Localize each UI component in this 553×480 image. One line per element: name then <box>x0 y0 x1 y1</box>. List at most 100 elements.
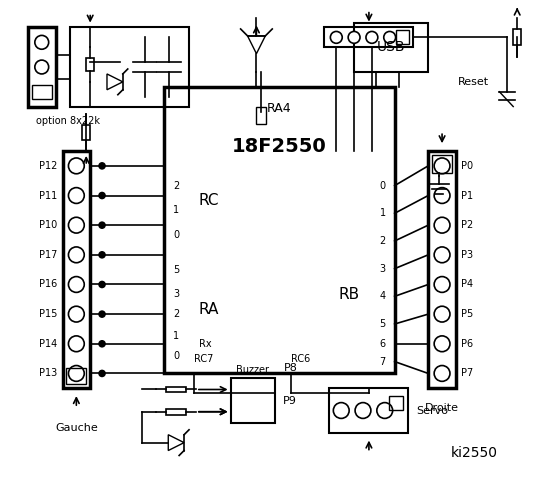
Text: 0: 0 <box>173 351 179 360</box>
Text: P17: P17 <box>39 250 58 260</box>
Text: P4: P4 <box>461 279 473 289</box>
Circle shape <box>99 163 105 169</box>
Circle shape <box>434 366 450 381</box>
Bar <box>166 409 186 415</box>
Text: 7: 7 <box>379 357 386 367</box>
Circle shape <box>69 247 84 263</box>
Bar <box>428 151 456 388</box>
Bar <box>82 125 90 140</box>
Text: P15: P15 <box>39 309 58 319</box>
Circle shape <box>384 32 395 43</box>
Circle shape <box>434 247 450 263</box>
Circle shape <box>330 32 342 43</box>
Text: Gauche: Gauche <box>55 423 98 433</box>
Bar <box>70 27 189 107</box>
Circle shape <box>434 158 450 174</box>
Bar <box>231 378 275 423</box>
Text: P9: P9 <box>283 396 297 406</box>
Bar <box>389 396 403 410</box>
Text: RC: RC <box>199 193 220 208</box>
Text: 3: 3 <box>380 264 386 274</box>
Circle shape <box>366 32 378 43</box>
Circle shape <box>355 403 371 419</box>
Text: P7: P7 <box>461 369 473 378</box>
Text: 2: 2 <box>173 180 179 191</box>
Bar <box>330 388 409 433</box>
Circle shape <box>434 336 450 352</box>
Text: 5: 5 <box>173 264 179 275</box>
Circle shape <box>99 371 105 376</box>
Text: P3: P3 <box>461 250 473 260</box>
Circle shape <box>434 217 450 233</box>
Text: 2: 2 <box>173 309 179 319</box>
Text: Buzzer: Buzzer <box>236 365 269 375</box>
Text: P12: P12 <box>39 161 58 171</box>
Bar <box>513 29 521 45</box>
Text: P2: P2 <box>461 220 473 230</box>
Circle shape <box>434 306 450 322</box>
Circle shape <box>99 341 105 347</box>
Text: 18F2550: 18F2550 <box>232 137 327 156</box>
Circle shape <box>69 158 84 174</box>
Text: 4: 4 <box>380 291 386 301</box>
Circle shape <box>69 217 84 233</box>
Text: P5: P5 <box>461 309 473 319</box>
Text: Rx: Rx <box>199 339 212 349</box>
Circle shape <box>99 281 105 288</box>
Text: Reset: Reset <box>458 77 489 87</box>
Text: P0: P0 <box>461 161 473 171</box>
Circle shape <box>348 32 360 43</box>
Text: 0: 0 <box>173 230 179 240</box>
Text: P6: P6 <box>461 339 473 349</box>
Text: ki2550: ki2550 <box>450 445 497 459</box>
Bar <box>28 27 56 107</box>
Circle shape <box>69 276 84 292</box>
Text: 6: 6 <box>380 339 386 349</box>
Text: RB: RB <box>339 287 360 302</box>
Text: P11: P11 <box>39 191 58 201</box>
Bar <box>432 155 452 173</box>
Text: RC6: RC6 <box>291 354 310 364</box>
Circle shape <box>99 192 105 199</box>
Circle shape <box>69 306 84 322</box>
Text: P13: P13 <box>39 369 58 378</box>
Text: RA4: RA4 <box>267 102 292 115</box>
Text: RC7: RC7 <box>194 354 213 364</box>
Circle shape <box>377 403 393 419</box>
Bar <box>164 87 395 373</box>
Bar <box>86 58 94 72</box>
Text: USB: USB <box>377 40 405 54</box>
Text: 1: 1 <box>173 205 179 216</box>
Text: 1: 1 <box>380 208 386 218</box>
Text: 0: 0 <box>380 180 386 191</box>
Text: P16: P16 <box>39 279 58 289</box>
Text: 5: 5 <box>379 319 386 329</box>
Text: Servo: Servo <box>416 406 448 416</box>
Text: 2: 2 <box>379 236 386 246</box>
Bar <box>354 23 428 72</box>
Circle shape <box>434 188 450 204</box>
Bar <box>32 85 51 99</box>
Bar <box>62 151 90 388</box>
Text: P1: P1 <box>461 191 473 201</box>
Circle shape <box>333 403 349 419</box>
Circle shape <box>99 311 105 317</box>
Text: 3: 3 <box>173 289 179 300</box>
Circle shape <box>35 36 49 49</box>
Bar <box>166 386 186 393</box>
Bar <box>325 27 414 47</box>
Bar <box>66 369 86 384</box>
Text: option 8x22k: option 8x22k <box>36 117 100 126</box>
Circle shape <box>35 60 49 74</box>
Text: P8: P8 <box>284 363 298 373</box>
Text: 1: 1 <box>173 331 179 341</box>
Text: P10: P10 <box>39 220 58 230</box>
Text: Droite: Droite <box>425 403 459 413</box>
Circle shape <box>434 276 450 292</box>
Circle shape <box>69 336 84 352</box>
Text: RA: RA <box>199 302 220 317</box>
Text: P14: P14 <box>39 339 58 349</box>
Bar <box>257 107 267 124</box>
Circle shape <box>69 188 84 204</box>
Circle shape <box>99 222 105 228</box>
